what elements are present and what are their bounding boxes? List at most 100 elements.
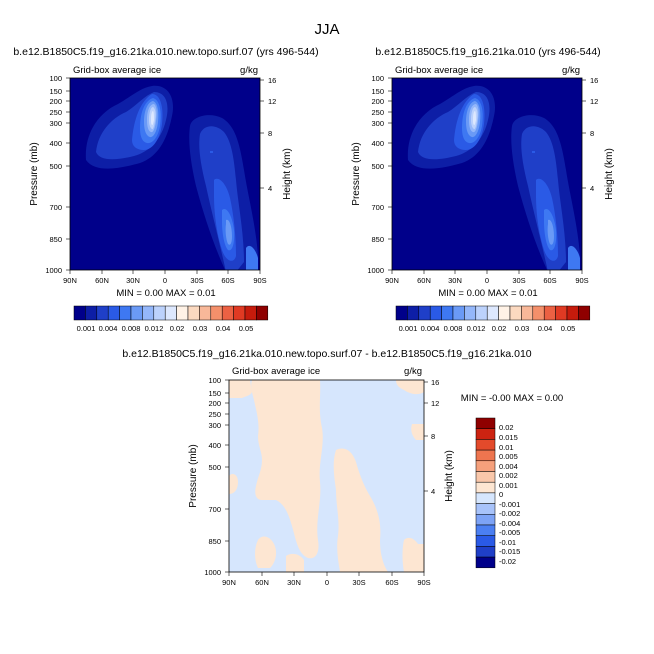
colorbar-label: 0.004 — [99, 324, 118, 333]
panel-2-y2label: Height (km) — [604, 148, 615, 200]
ytick-label: 250 — [49, 108, 62, 117]
ytick-label: 100 — [208, 376, 221, 385]
ytick-label: 700 — [49, 203, 62, 212]
colorbar-label: -0.004 — [499, 519, 520, 528]
colorbar-label: 0.001 — [499, 481, 518, 490]
colorbar-label: 0.008 — [444, 324, 463, 333]
colorbar-swatch — [107, 305, 120, 321]
panel-2-y-axis: 100 150 200 250 300 400 500 700 850 1000… — [351, 74, 392, 275]
colorbar-label: 0.008 — [122, 324, 141, 333]
panel-3-y2-axis: 16 12 8 4 Height (km) — [424, 378, 455, 502]
panel-3-title: b.e12.B1850C5.f19_g16.21ka.010.new.topo.… — [122, 348, 531, 360]
xtick-label: 30S — [512, 276, 525, 285]
y2tick-label: 4 — [431, 487, 435, 496]
panel-1-ylabel: Pressure (mb) — [29, 142, 40, 205]
panel-3-y-axis: 100 150 200 250 300 400 500 700 850 1000… — [188, 376, 229, 577]
colorbar-swatch — [429, 305, 442, 321]
y2tick-label: 8 — [431, 432, 435, 441]
y2tick-label: 16 — [268, 76, 276, 85]
colorbar-label: 0.02 — [492, 324, 507, 333]
colorbar-swatch — [475, 514, 496, 526]
colorbar-label: 0.012 — [467, 324, 486, 333]
ytick-label: 250 — [371, 108, 384, 117]
colorbar-swatch — [509, 305, 522, 321]
main-title: JJA — [314, 21, 339, 38]
panel-1-field — [70, 78, 260, 270]
colorbar-label: 0.004 — [421, 324, 440, 333]
xtick-label: 60S — [543, 276, 556, 285]
panel-1-y-axis: 100 150 200 250 300 400 500 700 850 1000… — [29, 74, 70, 275]
colorbar-swatch — [256, 305, 269, 321]
colorbar-label: 0.04 — [216, 324, 231, 333]
y2tick-label: 4 — [268, 184, 272, 193]
colorbar-swatch — [73, 305, 86, 321]
panel-3-colorbar: 0.02 0.015 0.01 0.005 0.004 0.002 0.001 … — [475, 417, 520, 569]
xtick-label: 60N — [417, 276, 431, 285]
colorbar-swatch — [543, 305, 556, 321]
panel-2-y2-axis: 16 12 8 4 Height (km) — [582, 76, 615, 200]
colorbar-swatch — [395, 305, 408, 321]
ytick-label: 1000 — [367, 266, 384, 275]
colorbar-swatch — [578, 305, 591, 321]
panel-3-right-label: g/kg — [404, 366, 422, 377]
xtick-label: 90S — [253, 276, 266, 285]
ytick-label: 100 — [49, 74, 62, 83]
colorbar-swatch — [418, 305, 431, 321]
colorbar-swatch — [475, 492, 496, 504]
colorbar-swatch — [475, 305, 488, 321]
colorbar-label: -0.005 — [499, 528, 520, 537]
y2tick-label: 12 — [268, 97, 276, 106]
colorbar-label: 0.012 — [145, 324, 164, 333]
panel-3-left-label: Grid-box average ice — [232, 366, 320, 377]
panel-1: b.e12.B1850C5.f19_g16.21ka.010.new.topo.… — [13, 46, 318, 333]
ytick-label: 1000 — [45, 266, 62, 275]
colorbar-swatch — [464, 305, 477, 321]
colorbar-swatch — [119, 305, 132, 321]
ytick-label: 200 — [371, 97, 384, 106]
ytick-label: 400 — [371, 139, 384, 148]
colorbar-label: 0.01 — [499, 443, 514, 452]
ytick-label: 300 — [49, 119, 62, 128]
panel-1-y2label: Height (km) — [282, 148, 293, 200]
panel-1-x-axis: 90N 60N 30N 0 30S 60S 90S — [63, 270, 267, 285]
colorbar-label: 0.004 — [499, 462, 518, 471]
ytick-label: 400 — [208, 441, 221, 450]
colorbar-label: -0.02 — [499, 557, 516, 566]
y2tick-label: 8 — [268, 129, 272, 138]
colorbar-swatch — [221, 305, 234, 321]
colorbar-swatch — [498, 305, 511, 321]
colorbar-swatch — [187, 305, 200, 321]
ytick-label: 500 — [371, 162, 384, 171]
colorbar-label: 0.02 — [170, 324, 185, 333]
colorbar-label: 0.03 — [193, 324, 208, 333]
xtick-label: 90S — [417, 578, 430, 587]
colorbar-label: -0.01 — [499, 538, 516, 547]
y2tick-label: 16 — [590, 76, 598, 85]
colorbar-swatch — [475, 439, 496, 451]
panel-3-y2label: Height (km) — [444, 450, 455, 502]
colorbar-swatch — [475, 524, 496, 536]
colorbar-swatch — [233, 305, 246, 321]
colorbar-swatch — [475, 417, 496, 429]
colorbar-swatch — [176, 305, 189, 321]
panel-1-stats: MIN = 0.00 MAX = 0.01 — [116, 288, 215, 299]
colorbar-label: -0.002 — [499, 509, 520, 518]
panel-3-stats: MIN = -0.00 MAX = 0.00 — [461, 393, 563, 404]
colorbar-swatch — [475, 503, 496, 515]
xtick-label: 60S — [221, 276, 234, 285]
colorbar-swatch — [210, 305, 223, 321]
colorbar-swatch — [441, 305, 454, 321]
y2tick-label: 12 — [590, 97, 598, 106]
ytick-label: 700 — [208, 505, 221, 514]
colorbar-swatch — [475, 460, 496, 472]
colorbar-label: 0.03 — [515, 324, 530, 333]
colorbar-label: 0.05 — [561, 324, 576, 333]
colorbar-label: 0.04 — [538, 324, 553, 333]
xtick-label: 30S — [352, 578, 365, 587]
colorbar-swatch — [486, 305, 499, 321]
ytick-label: 850 — [49, 235, 62, 244]
colorbar-label: -0.001 — [499, 500, 520, 509]
xtick-label: 30S — [190, 276, 203, 285]
colorbar-swatch — [566, 305, 579, 321]
colorbar-swatch — [130, 305, 143, 321]
